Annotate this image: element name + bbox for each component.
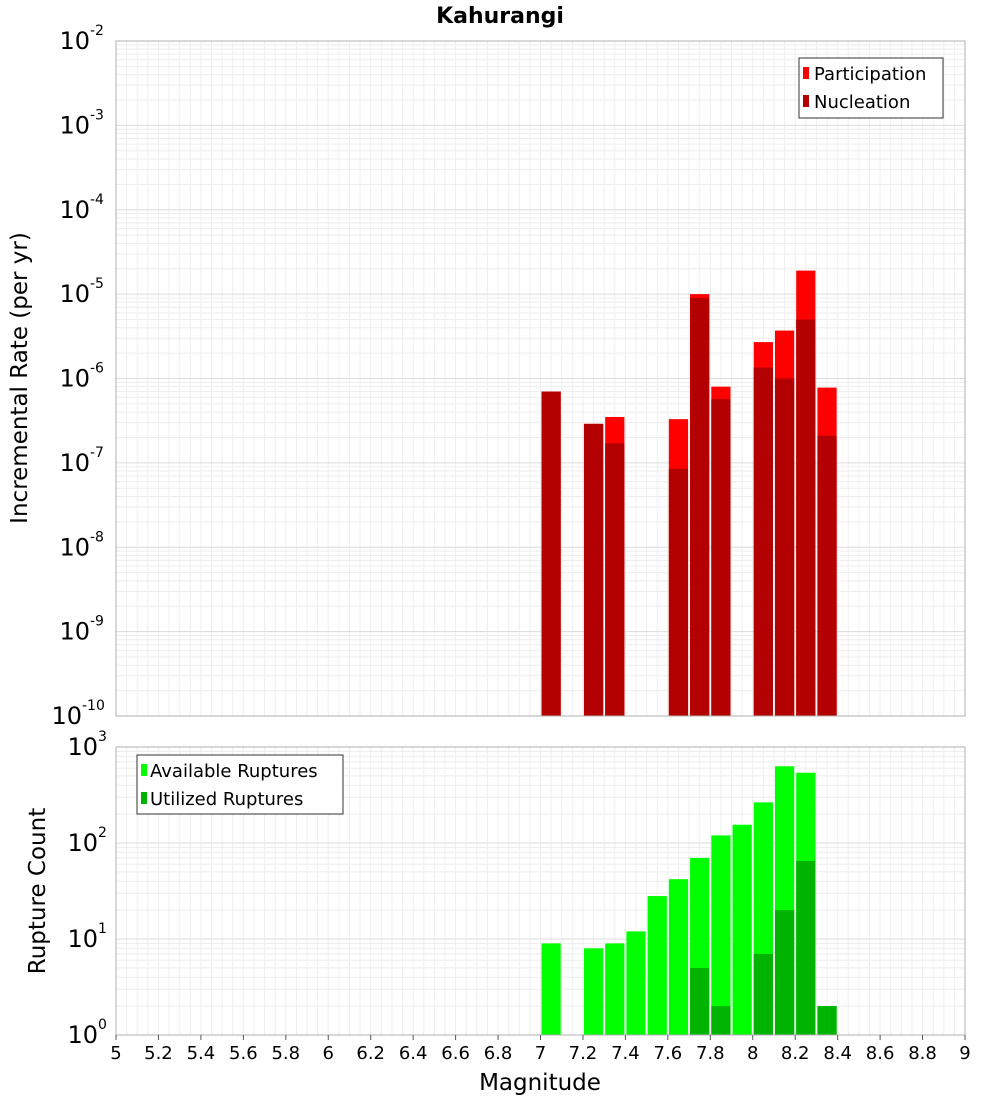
y-tick-exponent: -9: [90, 614, 104, 630]
top-plot-grid: [115, 41, 966, 717]
x-tick-label: 8.8: [908, 1043, 937, 1064]
x-tick-label: 5.4: [187, 1043, 216, 1064]
y-tick-label: 10: [59, 533, 90, 561]
y-tick-exponent: 3: [98, 729, 107, 745]
top-plot-bars: [541, 270, 837, 716]
x-tick-label: 6.2: [356, 1043, 385, 1064]
bar-nucleation: [668, 468, 689, 716]
y-tick-label: 10: [59, 111, 90, 139]
bar-nucleation: [796, 319, 816, 716]
y-tick-label: 10: [67, 733, 98, 761]
bar-nucleation: [541, 391, 561, 716]
y-tick-exponent: 0: [98, 1017, 107, 1033]
y-tick-label: 10: [59, 196, 90, 224]
bar-available-ruptures: [647, 896, 667, 1035]
bottom-legend: Available Ruptures Utilized Ruptures: [136, 754, 344, 815]
bar-available-ruptures: [732, 824, 752, 1035]
x-tick-label: 7.4: [611, 1043, 640, 1064]
bar-nucleation: [605, 443, 625, 716]
bar-utilized-ruptures: [690, 967, 710, 1035]
legend-label-nucleation: Nucleation: [814, 92, 910, 113]
x-tick-label: 8.6: [866, 1043, 895, 1064]
bar-nucleation: [774, 378, 795, 716]
x-tick-label: 6.6: [441, 1043, 470, 1064]
y-tick-label: 10: [59, 27, 90, 55]
x-tick-label: 6: [323, 1043, 334, 1064]
bar-nucleation: [711, 399, 731, 716]
x-tick-label: 6.4: [399, 1043, 428, 1064]
y-tick-label: 10: [51, 702, 82, 730]
y-tick-label: 10: [59, 618, 90, 646]
y-tick-exponent: -4: [90, 192, 104, 208]
bar-nucleation: [690, 297, 710, 716]
legend-swatch-participation: [803, 67, 809, 79]
y-tick-label: 10: [59, 449, 90, 477]
x-tick-label: 7.8: [696, 1043, 725, 1064]
bar-available-ruptures: [583, 948, 604, 1035]
legend-label-participation: Participation: [814, 64, 926, 85]
x-tick-label: 6.8: [484, 1043, 513, 1064]
bar-utilized-ruptures: [774, 910, 795, 1035]
x-tick-label: 5.8: [271, 1043, 300, 1064]
y-tick-label: 10: [67, 829, 98, 857]
bar-utilized-ruptures: [817, 1006, 837, 1035]
y-tick-label: 10: [67, 1021, 98, 1049]
x-tick-label: 8.2: [781, 1043, 810, 1064]
y-tick-exponent: 2: [98, 825, 107, 841]
y-tick-exponent: -2: [90, 23, 104, 39]
x-tick-label: 8.4: [823, 1043, 852, 1064]
x-axis-ticks: 5 5.2 5.4 5.6 5.8 6 6.2 6.4 6.6 6.8 7 7.2 7.4 7.6 7.8 8…: [110, 1035, 971, 1064]
bar-utilized-ruptures: [711, 1006, 731, 1035]
top-plot-frame: [115, 40, 966, 717]
top-legend: Participation Nucleation: [798, 57, 944, 119]
bar-available-ruptures: [541, 943, 561, 1035]
y-tick-label: 10: [59, 280, 90, 308]
bar-available-ruptures: [711, 835, 731, 1035]
bar-nucleation: [817, 435, 837, 716]
bar-available-ruptures: [626, 931, 646, 1035]
x-tick-label: 9: [959, 1043, 970, 1064]
bar-nucleation: [753, 367, 773, 716]
legend-swatch-utilized: [141, 792, 147, 804]
x-tick-label: 7.6: [654, 1043, 683, 1064]
x-tick-label: 7: [535, 1043, 546, 1064]
x-tick-label: 8: [747, 1043, 758, 1064]
bar-nucleation: [583, 423, 604, 716]
bar-utilized-ruptures: [796, 860, 816, 1035]
legend-label-available: Available Ruptures: [150, 761, 318, 782]
x-axis-label: Magnitude: [479, 1070, 601, 1096]
y-tick-exponent: -8: [90, 529, 104, 545]
y-tick-exponent: -7: [90, 445, 104, 461]
bar-utilized-ruptures: [753, 953, 773, 1035]
bar-available-ruptures: [668, 879, 689, 1035]
y-tick-exponent: -3: [90, 107, 104, 123]
y-tick-exponent: 1: [98, 921, 107, 937]
x-tick-label: 5.2: [144, 1043, 173, 1064]
bottom-plot-bars: [541, 766, 837, 1035]
y-tick-label: 10: [59, 365, 90, 393]
bottom-y-axis-label: Rupture Count: [25, 808, 51, 974]
legend-label-utilized: Utilized Ruptures: [150, 789, 303, 810]
x-tick-label: 7.2: [569, 1043, 598, 1064]
y-tick-exponent: -10: [82, 698, 105, 714]
y-tick-label: 10: [67, 925, 98, 953]
y-tick-exponent: -6: [90, 361, 104, 377]
x-tick-label: 5: [110, 1043, 121, 1064]
top-y-axis-label: Incremental Rate (per yr): [7, 232, 33, 524]
legend-swatch-nucleation: [803, 95, 809, 107]
bar-available-ruptures: [605, 943, 625, 1035]
legend-swatch-available: [141, 764, 147, 776]
x-tick-label: 5.6: [229, 1043, 258, 1064]
y-tick-exponent: -5: [90, 276, 104, 292]
chart-title: Kahurangi: [436, 4, 564, 29]
